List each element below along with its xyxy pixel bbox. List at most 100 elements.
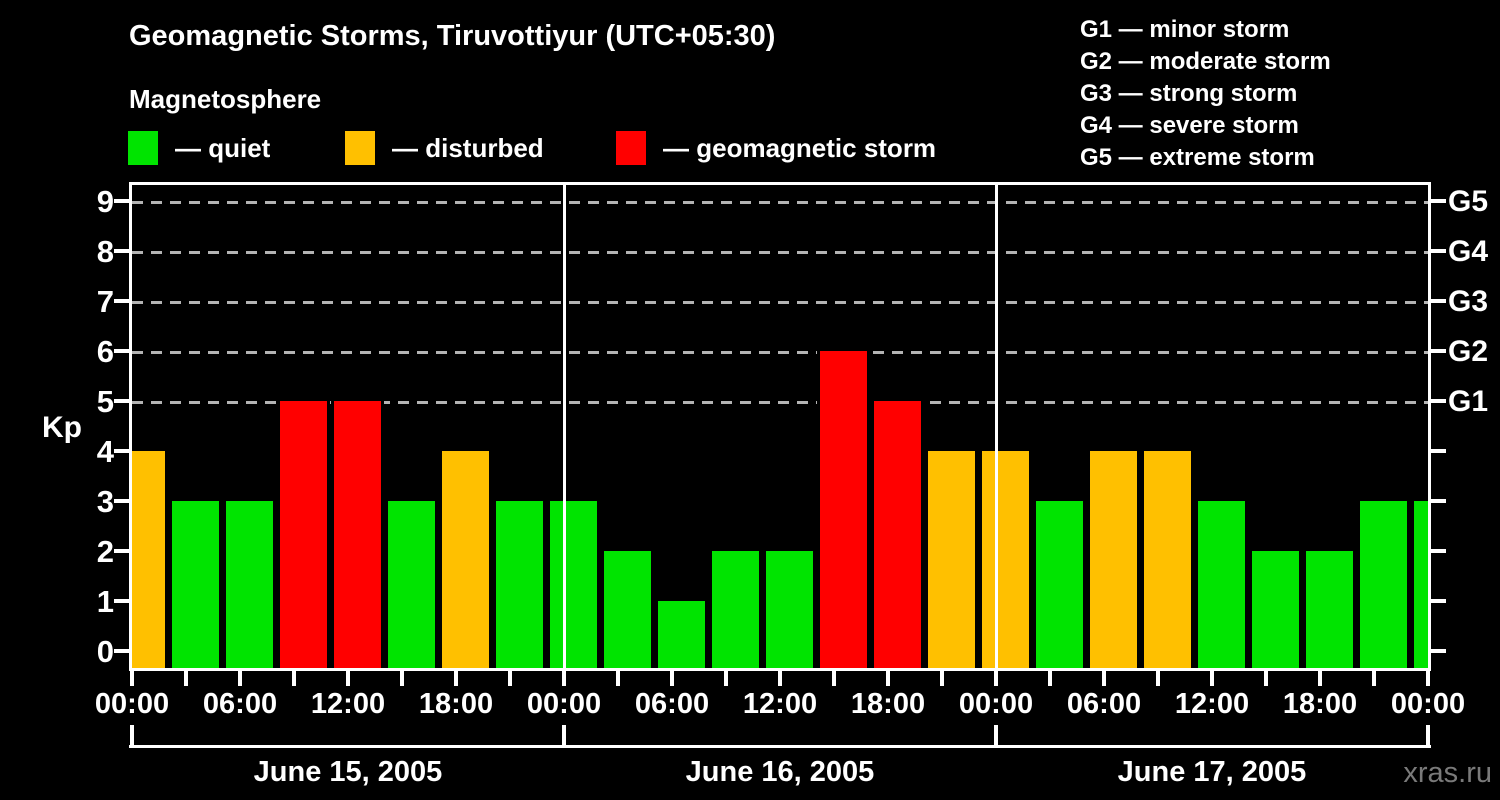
y-axis-tick [114,249,129,253]
kp-bar [1303,551,1356,668]
storm-color-swatch [616,131,646,165]
date-axis-tick [994,725,998,745]
gridline-kp8 [132,251,1428,254]
g-level-label-g4: G4 [1448,235,1489,268]
x-axis-tick [346,671,350,686]
x-axis-tick [562,671,566,686]
x-axis-tick [184,671,188,686]
x-axis-tick [400,671,404,686]
kp-bar [601,551,654,668]
y-axis-tick [114,299,129,303]
kp-bar [1195,501,1248,668]
g-scale-legend: G1 — minor storm G2 — moderate storm G3 … [1080,14,1331,174]
kp-bar [169,501,222,668]
g-scale-legend-line-g3: G3 — strong storm [1080,80,1298,107]
x-axis-time-label: 12:00 [310,688,386,720]
y-axis-tick [114,199,129,203]
x-axis-tick [1210,671,1214,686]
x-axis-tick [724,671,728,686]
day-separator [563,185,566,668]
kp-bar [493,501,546,668]
x-axis-time-label: 18:00 [850,688,926,720]
chart-title: Geomagnetic Storms, Tiruvottiyur (UTC+05… [129,20,776,52]
g-scale-legend-line-g1: G1 — minor storm [1080,16,1290,43]
y-axis-tick-right [1431,399,1446,403]
date-label: June 17, 2005 [1117,756,1307,788]
kp-bar [1033,501,1086,668]
x-axis-tick [1156,671,1160,686]
x-axis-tick [238,671,242,686]
gridline-kp6 [132,351,1428,354]
date-axis-tick [1426,725,1430,745]
y-axis-tick [114,499,129,503]
y-axis-tick-label: 4 [96,434,114,469]
y-axis-tick-label: 5 [96,384,114,419]
y-axis-tick-label: 2 [96,534,114,569]
gridline-layer [132,185,1428,668]
y-axis-tick-right [1431,599,1446,603]
y-axis-title: Kp [42,411,82,444]
x-axis-tick [616,671,620,686]
y-axis-tick-right [1431,549,1446,553]
date-axis-line [129,745,1431,748]
gridline-kp5 [132,401,1428,404]
kp-bar [331,401,384,668]
x-axis-time-label: 06:00 [202,688,278,720]
x-axis-tick [1264,671,1268,686]
x-axis-time-label: 06:00 [1066,688,1142,720]
y-axis-tick-right [1431,449,1446,453]
kp-bar [655,601,708,668]
kp-bar [132,451,168,668]
x-axis-tick [994,671,998,686]
g-level-label-g1: G1 [1448,385,1489,418]
y-axis-tick [114,649,129,653]
x-axis-tick [832,671,836,686]
kp-bar [925,451,978,668]
date-axis-tick [130,725,134,745]
y-axis-tick-label: 8 [96,234,114,269]
kp-bar [1249,551,1302,668]
kp-chart-plot [114,182,1446,686]
legend-label-storm: — geomagnetic storm [663,132,937,163]
day-separator [995,185,998,668]
gridline-kp9 [132,201,1428,204]
y-axis-tick [114,549,129,553]
y-axis-tick-label: 1 [96,584,114,619]
x-axis-tick [1102,671,1106,686]
x-axis-tick [778,671,782,686]
y-axis-tick-right [1431,349,1446,353]
kp-bar [1357,501,1410,668]
bars-layer [132,185,1428,668]
y-axis-tick [114,349,129,353]
chart-subtitle: Magnetosphere [129,84,322,114]
x-axis-time-label: 00:00 [526,688,602,720]
y-axis-tick [114,399,129,403]
kp-bar [385,501,438,668]
kp-bar [439,451,492,668]
kp-bar [763,551,816,668]
kp-bar [709,551,762,668]
x-axis-time-label: 00:00 [1390,688,1466,720]
legend-label-disturbed: — disturbed [392,132,544,163]
x-axis-time-label: 06:00 [634,688,710,720]
date-axis-tick [562,725,566,745]
g-level-label-g5: G5 [1448,185,1489,218]
date-label: June 16, 2005 [685,756,875,788]
g-scale-legend-line-g4: G4 — severe storm [1080,112,1299,139]
y-axis-tick-label: 7 [96,284,114,319]
g-scale-legend-line-g5: G5 — extreme storm [1080,144,1315,171]
x-axis-tick [508,671,512,686]
legend-item-quiet: — quiet [128,131,270,165]
y-axis-tick-right [1431,499,1446,503]
kp-bar [547,501,600,668]
x-axis-tick [670,671,674,686]
x-axis-tick [940,671,944,686]
y-axis-tick-right [1431,649,1446,653]
quiet-color-swatch [128,131,158,165]
watermark: xras.ru [1403,757,1492,789]
date-label: June 15, 2005 [253,756,443,788]
kp-bar [1411,501,1428,668]
y-axis-tick-label: 9 [96,184,114,219]
y-axis-tick-label: 0 [96,634,114,669]
x-axis-tick [454,671,458,686]
